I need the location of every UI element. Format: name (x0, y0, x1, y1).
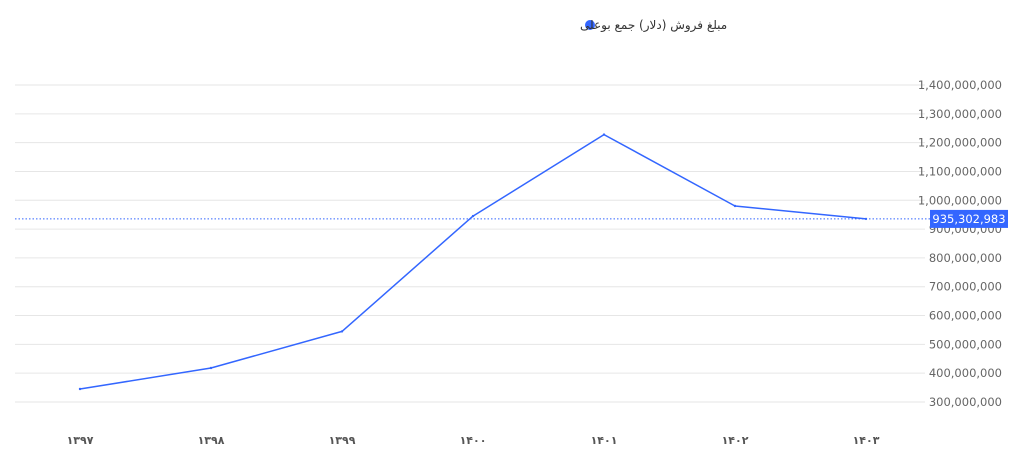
y-tick-label: 1,100,000,000 (918, 164, 1002, 178)
data-point[interactable] (471, 214, 475, 218)
y-tick-label: 600,000,000 (929, 309, 1002, 323)
data-point[interactable] (209, 366, 213, 370)
y-tick-label: 1,000,000,000 (918, 193, 1002, 207)
y-tick-label: 800,000,000 (929, 251, 1002, 265)
y-tick-label: 1,200,000,000 (918, 136, 1002, 150)
grid (15, 84, 925, 403)
legend-label: مبلغ فروش (دلار) جمع بوعلی (580, 18, 727, 33)
x-tick-label: ۱۴۰۱ (591, 434, 618, 447)
y-tick-label: 1,400,000,000 (918, 78, 1002, 92)
x-tick-label: ۱۴۰۲ (722, 434, 749, 447)
x-tick-label: ۱۴۰۰ (460, 434, 487, 447)
series-group (78, 133, 868, 391)
data-point[interactable] (733, 204, 737, 208)
series-line[interactable] (79, 133, 867, 390)
x-tick-label: ۱۳۹۷ (67, 434, 94, 447)
data-point[interactable] (340, 330, 344, 333)
crosshair-label-bg (930, 209, 1008, 228)
x-tick-label: ۱۳۹۸ (198, 434, 225, 447)
legend[interactable]: مبلغ فروش (دلار) جمع بوعلی (580, 18, 727, 33)
crosshair: 935,302,983 (15, 209, 1008, 228)
x-tick-label: ۱۳۹۹ (329, 434, 356, 447)
y-axis: 1,400,000,000 1,300,000,000 1,200,000,000 1… (918, 78, 1002, 409)
legend-marker (585, 20, 595, 30)
x-axis: ۱۳۹۷ ۱۳۹۸ ۱۳۹۹ ۱۴۰۰ ۱۴۰۱ ۱۴۰۲ ۱۴۰۳ (67, 434, 880, 447)
data-point[interactable] (602, 133, 606, 136)
data-point[interactable] (78, 387, 82, 391)
y-tick-label: 700,000,000 (929, 280, 1002, 294)
y-tick-label: 400,000,000 (929, 366, 1002, 380)
y-tick-label: 300,000,000 (929, 395, 1002, 409)
x-tick-label: ۱۴۰۳ (853, 434, 880, 447)
y-tick-label: 1,300,000,000 (918, 107, 1002, 121)
y-tick-label: 500,000,000 (929, 337, 1002, 351)
crosshair-label: 935,302,983 (932, 212, 1005, 226)
